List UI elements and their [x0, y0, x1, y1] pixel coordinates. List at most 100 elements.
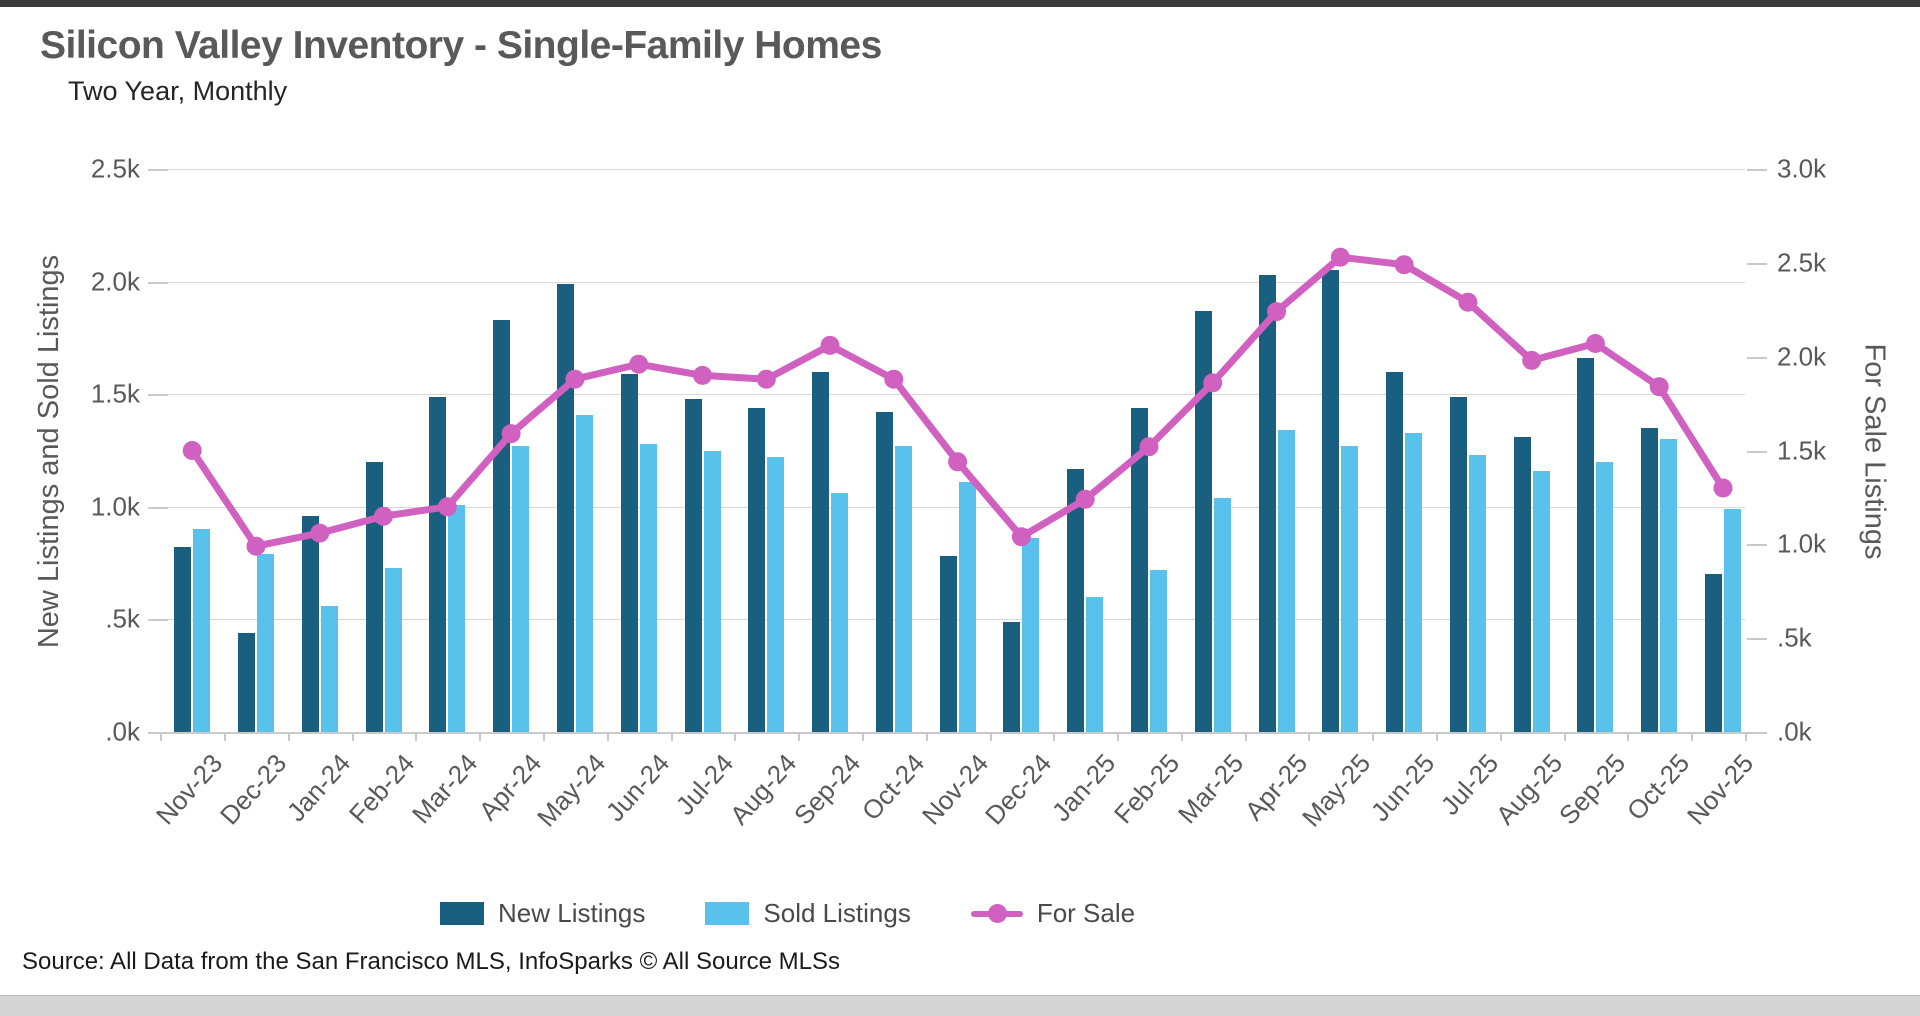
bar-new-listings[interactable]	[620, 373, 638, 732]
bar-new-listings[interactable]	[1513, 437, 1531, 732]
bar-sold-listings[interactable]	[1532, 470, 1550, 732]
y-axis-left-tick-label: 1.5k	[90, 378, 140, 409]
x-axis-tick	[1627, 732, 1630, 741]
x-axis-tick	[287, 732, 290, 741]
for-sale-point[interactable]: Jun-24 For Sale: 1960	[629, 354, 649, 374]
bar-sold-listings[interactable]	[1341, 446, 1359, 732]
for-sale-point[interactable]: Jan-25 For Sale: 1240	[1075, 489, 1095, 509]
legend-item-new-listings[interactable]: New Listings	[440, 898, 645, 929]
for-sale-point[interactable]: Jan-24 For Sale: 1060	[310, 523, 330, 543]
for-sale-point[interactable]: Sep-25 For Sale: 2070	[1585, 334, 1605, 353]
x-axis-tick	[1180, 732, 1183, 741]
for-sale-point[interactable]: Nov-23 For Sale: 1500	[182, 441, 202, 460]
y-axis-left-tick	[148, 732, 168, 734]
for-sale-line[interactable]	[188, 253, 1727, 550]
legend-item-for-sale[interactable]: For Sale	[970, 898, 1135, 929]
bar-new-listings[interactable]	[1577, 358, 1595, 732]
bar-sold-listings[interactable]	[1660, 439, 1678, 732]
y-axis-right-tick	[1747, 450, 1767, 453]
for-sale-point[interactable]: Feb-24 For Sale: 1150	[374, 506, 393, 526]
bar-sold-listings[interactable]	[1277, 430, 1295, 732]
bar-new-listings[interactable]	[812, 371, 829, 732]
for-sale-point[interactable]: Oct-24 For Sale: 1880	[884, 369, 904, 389]
for-sale-point[interactable]: Apr-24 For Sale: 1590	[501, 424, 521, 444]
y-axis-right-tick	[1747, 732, 1767, 734]
y-axis-left-tick-label: .5k	[105, 603, 140, 634]
bar-new-listings[interactable]	[1449, 396, 1467, 732]
bar-new-listings[interactable]	[493, 319, 511, 732]
bar-sold-listings[interactable]	[1213, 497, 1231, 732]
bar-new-listings[interactable]	[1131, 407, 1148, 732]
x-axis-tick	[606, 732, 609, 741]
bar-new-listings[interactable]	[429, 396, 447, 732]
bar-new-listings[interactable]	[1641, 428, 1659, 732]
for-sale-point[interactable]: Dec-24 For Sale: 1040	[1011, 527, 1031, 547]
bar-new-listings[interactable]	[238, 632, 255, 732]
for-sale-point[interactable]: Sep-24 For Sale: 2060	[820, 335, 840, 355]
bar-sold-listings[interactable]	[831, 493, 848, 732]
bar-sold-listings[interactable]	[894, 446, 912, 732]
for-sale-point[interactable]: Jul-24 For Sale: 1900	[693, 365, 712, 385]
bar-sold-listings[interactable]	[1596, 461, 1614, 732]
bar-sold-listings[interactable]	[1086, 596, 1104, 732]
bar-new-listings[interactable]	[556, 283, 574, 732]
window-bottom-edge	[0, 995, 1920, 1016]
bar-new-listings[interactable]	[684, 398, 702, 732]
bar-new-listings[interactable]	[1194, 310, 1212, 732]
bar-new-listings[interactable]	[1258, 274, 1276, 732]
for-sale-point[interactable]: Jul-25 For Sale: 2290	[1458, 292, 1478, 312]
bar-sold-listings[interactable]	[1724, 509, 1741, 732]
for-sale-point[interactable]: May-25 For Sale: 2530	[1330, 247, 1350, 267]
bar-sold-listings[interactable]	[384, 567, 402, 732]
for-sale-point[interactable]: Dec-23 For Sale: 990	[246, 536, 266, 556]
bar-sold-listings[interactable]	[448, 504, 466, 732]
bar-new-listings[interactable]	[174, 547, 192, 732]
for-sale-point[interactable]: May-24 For Sale: 1880	[565, 369, 585, 389]
bar-new-listings[interactable]	[1705, 574, 1722, 732]
bar-new-listings[interactable]	[1003, 621, 1021, 732]
for-sale-point[interactable]: Feb-25 For Sale: 1520	[1139, 437, 1159, 457]
for-sale-point[interactable]: Mar-24 For Sale: 1200	[437, 497, 457, 517]
bar-new-listings[interactable]	[301, 515, 319, 732]
bar-new-listings[interactable]	[875, 412, 893, 732]
y-axis-right-tick-label: .0k	[1777, 716, 1812, 747]
bar-sold-listings[interactable]	[320, 605, 338, 732]
bar-sold-listings[interactable]	[767, 457, 785, 732]
bar-new-listings[interactable]	[365, 461, 383, 732]
bar-new-listings[interactable]	[1067, 468, 1085, 732]
x-axis-tick	[160, 732, 163, 741]
bar-sold-listings[interactable]	[1405, 432, 1423, 732]
for-sale-point[interactable]: Mar-25 For Sale: 1860	[1203, 373, 1223, 393]
bar-sold-listings[interactable]	[257, 554, 274, 732]
for-sale-point[interactable]: Nov-24 For Sale: 1440	[948, 452, 968, 472]
bar-sold-listings[interactable]	[512, 446, 530, 732]
for-sale-point[interactable]: Jun-25 For Sale: 2490	[1394, 255, 1414, 275]
legend-item-sold-listings[interactable]: Sold Listings	[705, 898, 911, 929]
for-sale-point[interactable]: Nov-25 For Sale: 1300	[1713, 478, 1733, 498]
bar-new-listings[interactable]	[939, 556, 957, 732]
bar-sold-listings[interactable]	[193, 529, 211, 732]
bar-sold-listings[interactable]	[575, 414, 593, 732]
bar-new-listings[interactable]	[1322, 270, 1340, 732]
bar-new-listings[interactable]	[1386, 371, 1404, 732]
gridline	[168, 281, 1745, 283]
for-sale-point[interactable]: Apr-25 For Sale: 2240	[1267, 302, 1286, 322]
y-axis-right-tick-label: 2.0k	[1777, 341, 1827, 372]
x-axis-tick	[1499, 732, 1502, 741]
y-axis-right-tick-label: 3.0k	[1777, 153, 1827, 184]
bar-sold-listings[interactable]	[703, 450, 721, 732]
bar-sold-listings[interactable]	[639, 443, 657, 732]
x-axis-tick	[734, 732, 737, 741]
bar-new-listings[interactable]	[748, 407, 766, 732]
bar-sold-listings[interactable]	[1468, 455, 1486, 732]
bar-sold-listings[interactable]	[1022, 538, 1040, 732]
for-sale-point[interactable]: Aug-25 For Sale: 1980	[1522, 350, 1542, 370]
for-sale-point[interactable]: Aug-24 For Sale: 1880	[756, 369, 776, 389]
x-axis-line	[168, 732, 1747, 734]
bar-sold-listings[interactable]	[958, 482, 976, 732]
bar-sold-listings[interactable]	[1150, 569, 1167, 732]
legend: New Listings Sold Listings For Sale	[440, 898, 1135, 929]
for-sale-point[interactable]: Oct-25 For Sale: 1840	[1649, 377, 1669, 397]
y-axis-left-tick	[148, 506, 168, 509]
